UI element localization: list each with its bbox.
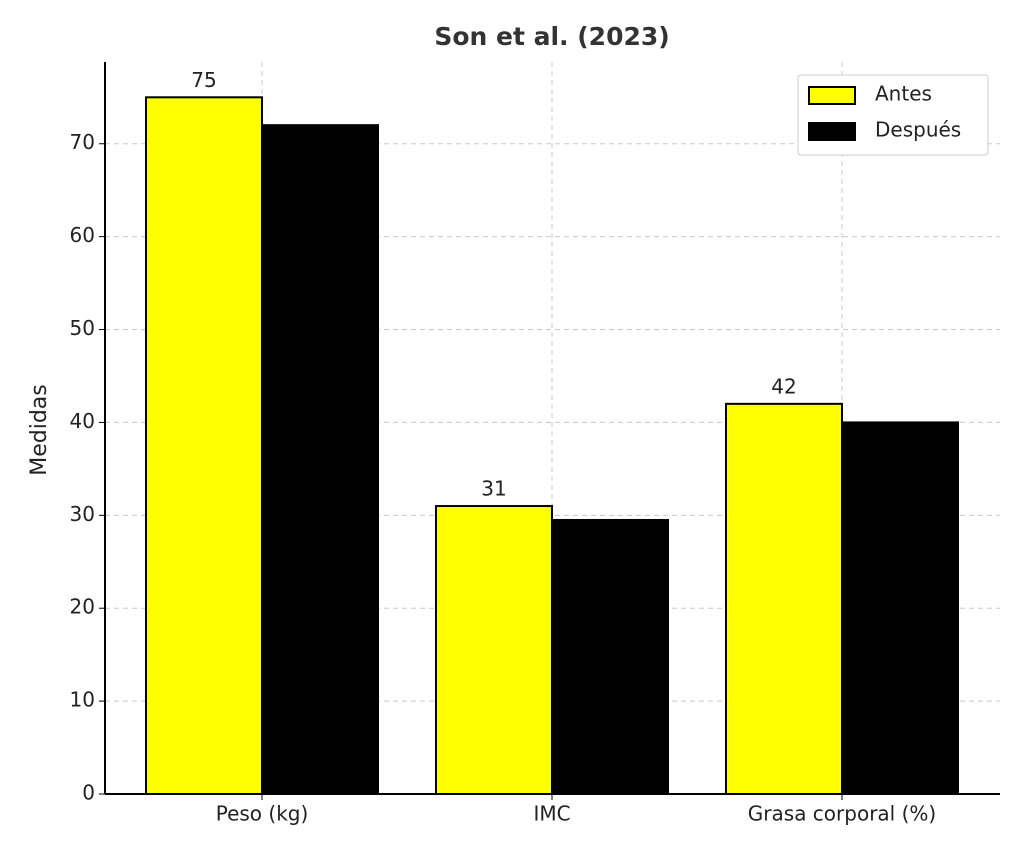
legend-label: Antes: [875, 82, 932, 106]
y-tick-label: 50: [70, 316, 95, 340]
y-tick-label: 60: [70, 223, 95, 247]
bar: [435, 505, 553, 795]
bar: [261, 124, 379, 795]
chart-title: Son et al. (2023): [434, 22, 669, 51]
y-tick-label: 10: [70, 688, 95, 712]
x-tick-label: Peso (kg): [216, 802, 309, 826]
value-label: 31: [481, 477, 506, 501]
bar: [145, 96, 263, 795]
y-tick-label: 30: [70, 502, 95, 526]
y-tick-label: 40: [70, 409, 95, 433]
y-tick-label: 20: [70, 595, 95, 619]
y-tick-label: 0: [82, 781, 95, 805]
x-tick-label: Grasa corporal (%): [748, 802, 936, 826]
bar: [551, 518, 669, 795]
y-axis-label: Medidas: [27, 384, 52, 476]
legend-swatch: [808, 122, 856, 141]
legend-label: Después: [875, 118, 961, 142]
bar: [725, 402, 843, 795]
legend-swatch: [808, 86, 856, 105]
y-tick-label: 70: [70, 130, 95, 154]
x-tick-label: IMC: [533, 802, 570, 826]
value-label: 42: [771, 374, 796, 398]
value-label: 75: [191, 68, 216, 92]
bar: [841, 421, 959, 795]
